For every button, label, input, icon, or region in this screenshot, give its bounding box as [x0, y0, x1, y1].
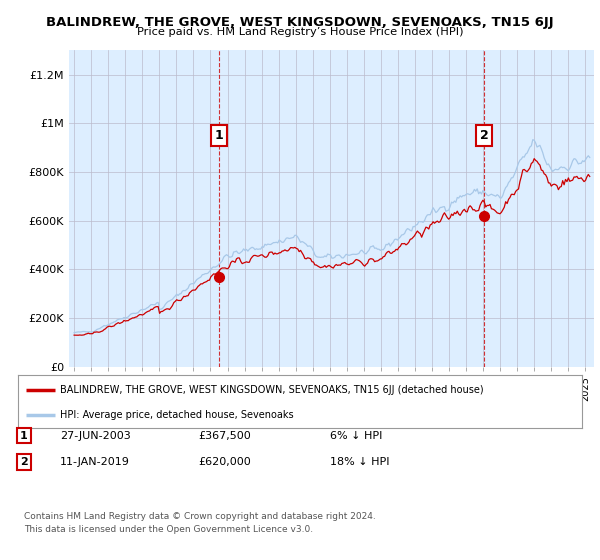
Text: £367,500: £367,500 — [198, 431, 251, 441]
Text: 1: 1 — [215, 129, 223, 142]
Text: 6% ↓ HPI: 6% ↓ HPI — [330, 431, 382, 441]
Text: 11-JAN-2019: 11-JAN-2019 — [60, 457, 130, 467]
Text: HPI: Average price, detached house, Sevenoaks: HPI: Average price, detached house, Seve… — [60, 410, 294, 420]
Text: BALINDREW, THE GROVE, WEST KINGSDOWN, SEVENOAKS, TN15 6JJ: BALINDREW, THE GROVE, WEST KINGSDOWN, SE… — [46, 16, 554, 29]
Text: This data is licensed under the Open Government Licence v3.0.: This data is licensed under the Open Gov… — [24, 525, 313, 534]
Text: Price paid vs. HM Land Registry’s House Price Index (HPI): Price paid vs. HM Land Registry’s House … — [137, 27, 463, 37]
Text: BALINDREW, THE GROVE, WEST KINGSDOWN, SEVENOAKS, TN15 6JJ (detached house): BALINDREW, THE GROVE, WEST KINGSDOWN, SE… — [60, 385, 484, 395]
Text: Contains HM Land Registry data © Crown copyright and database right 2024.: Contains HM Land Registry data © Crown c… — [24, 512, 376, 521]
Text: £620,000: £620,000 — [198, 457, 251, 467]
Text: 27-JUN-2003: 27-JUN-2003 — [60, 431, 131, 441]
Text: 2: 2 — [20, 457, 28, 467]
Text: 2: 2 — [479, 129, 488, 142]
Text: 1: 1 — [20, 431, 28, 441]
Text: 18% ↓ HPI: 18% ↓ HPI — [330, 457, 389, 467]
